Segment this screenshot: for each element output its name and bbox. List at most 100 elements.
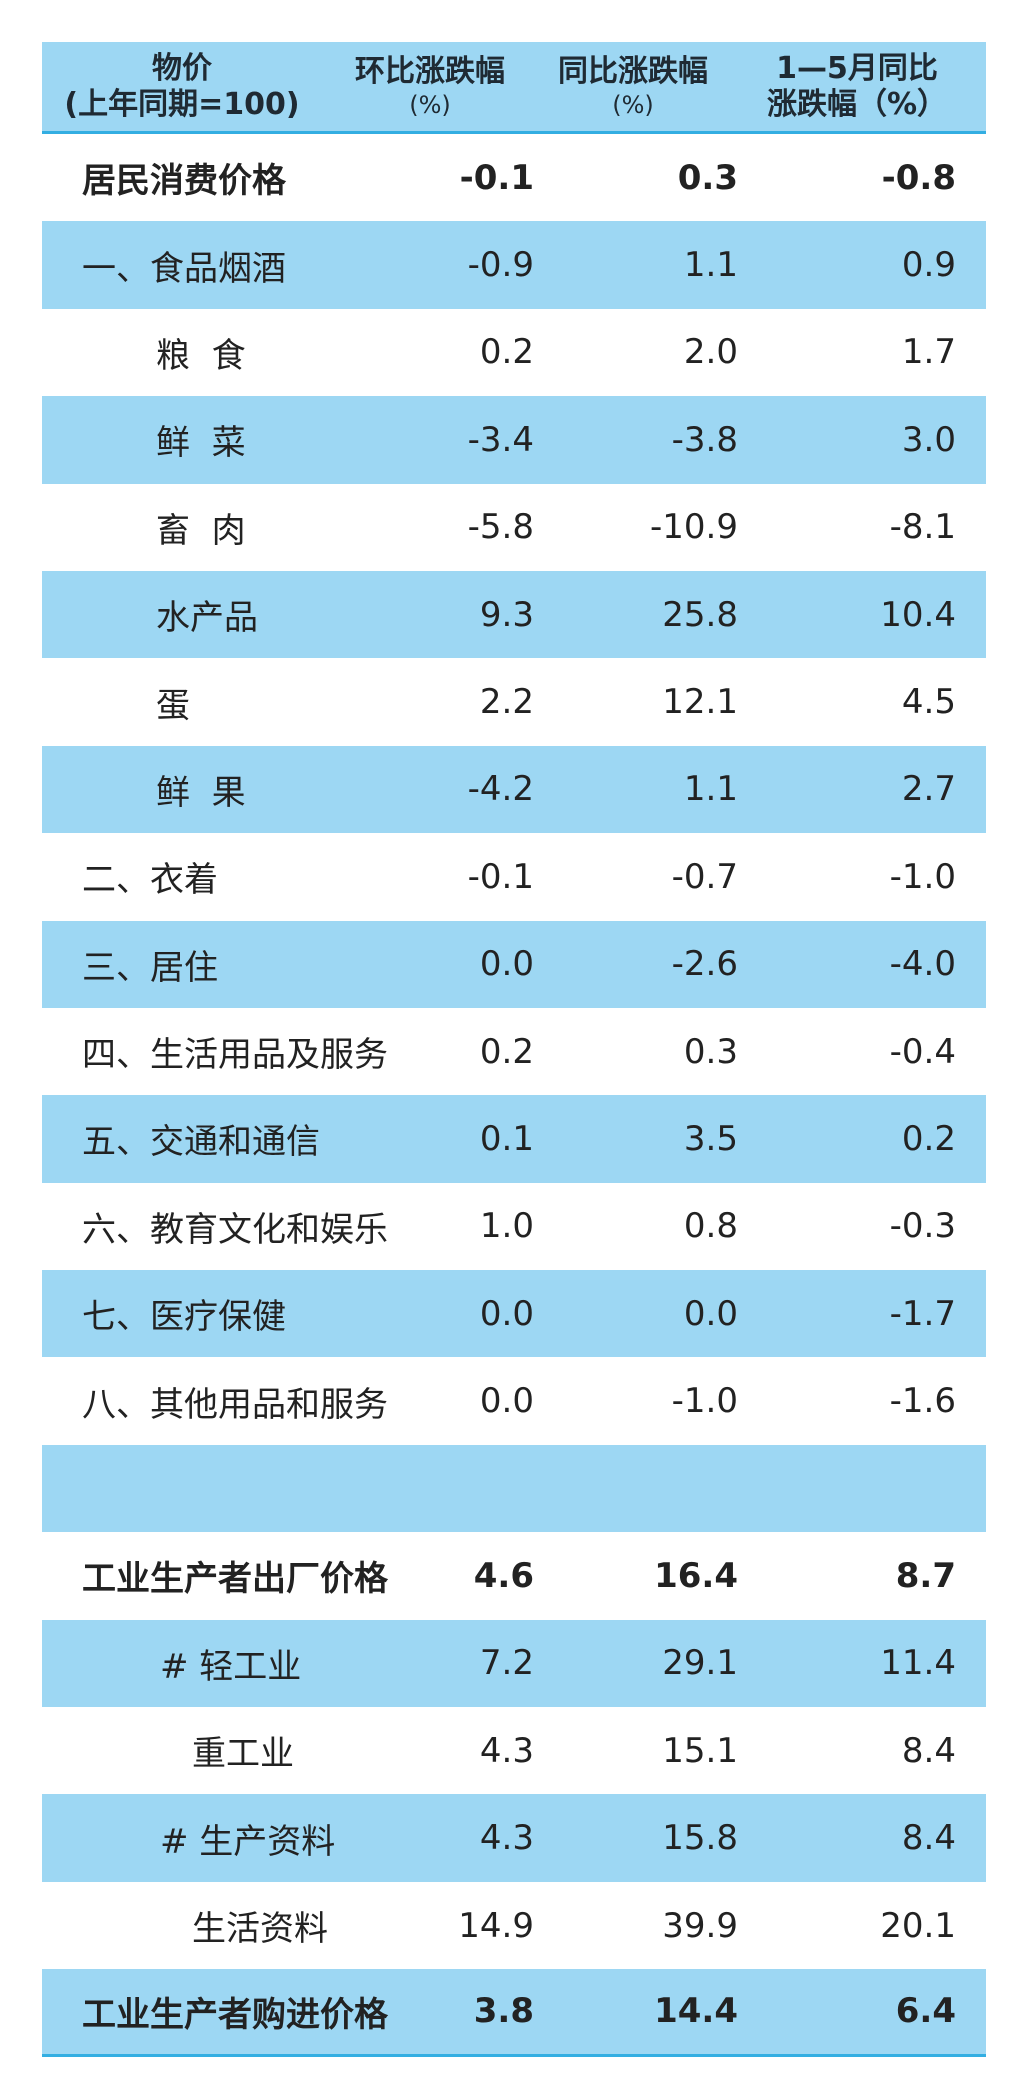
header-year-on-year: 同比涨跌幅 (%) <box>538 54 728 120</box>
row-yoy: 16.4 <box>654 1555 738 1596</box>
table-row: 七、医疗保健 0.0 0.0 -1.7 <box>42 1270 986 1358</box>
row-name: 五、交通和通信 <box>82 1122 320 1163</box>
row-cum: -8.1 <box>889 507 956 548</box>
row-mom: -3.4 <box>467 419 534 460</box>
row-cum: 20.1 <box>880 1905 956 1946</box>
row-name: 三、居住 <box>82 947 218 988</box>
row-name: 六、教育文化和娱乐 <box>82 1209 388 1250</box>
row-mom: 1.0 <box>479 1206 534 1247</box>
row-name: 鲜 果 <box>156 772 246 813</box>
row-mom: 2.2 <box>479 682 534 723</box>
row-yoy: -1.0 <box>671 1381 738 1422</box>
row-yoy: 2.0 <box>683 332 738 373</box>
row-mom: -0.9 <box>467 245 534 286</box>
row-yoy: 12.1 <box>662 682 738 723</box>
price-index-table: 物价 (上年同期=100) 环比涨跌幅 (%) 同比涨跌幅 (%) 1—5月同比… <box>42 42 986 2057</box>
row-cum: 8.4 <box>901 1730 956 1771</box>
table-row: 居民消费价格 -0.1 0.3 -0.8 <box>42 134 986 221</box>
row-yoy: 15.8 <box>662 1818 738 1859</box>
row-cum: 6.4 <box>895 1991 956 2032</box>
table-row: 生活资料 14.9 39.9 20.1 <box>42 1882 986 1969</box>
table-row: 鲜 果 -4.2 1.1 2.7 <box>42 745 986 834</box>
table-row: 三、居住 0.0 -2.6 -4.0 <box>42 920 986 1008</box>
row-cum: -0.4 <box>889 1031 956 1072</box>
row-yoy: -2.6 <box>671 944 738 985</box>
row-name: 居民消费价格 <box>82 161 286 202</box>
row-yoy: -0.7 <box>671 856 738 897</box>
row-mom: 14.9 <box>458 1905 534 1946</box>
header-cumulative: 1—5月同比 涨跌幅（%） <box>728 51 986 123</box>
table-row: 八、其他用品和服务 0.0 -1.0 -1.6 <box>42 1357 986 1444</box>
row-yoy: -3.8 <box>671 419 738 460</box>
row-yoy: 14.4 <box>654 1991 738 2032</box>
row-cum: 11.4 <box>880 1643 956 1684</box>
table-row: 二、衣着 -0.1 -0.7 -1.0 <box>42 833 986 920</box>
row-cum: 2.7 <box>901 769 956 810</box>
table-row: 畜 肉 -5.8 -10.9 -8.1 <box>42 484 986 571</box>
header-year-on-year-unit: (%) <box>612 90 654 119</box>
row-mom: -0.1 <box>459 157 534 198</box>
row-yoy: 25.8 <box>662 594 738 635</box>
table-row: 四、生活用品及服务 0.2 0.3 -0.4 <box>42 1008 986 1095</box>
table-row: 六、教育文化和娱乐 1.0 0.8 -0.3 <box>42 1183 986 1270</box>
row-yoy: 1.1 <box>683 769 738 810</box>
row-mom: 0.0 <box>479 944 534 985</box>
table-row: 一、食品烟酒 -0.9 1.1 0.9 <box>42 221 986 309</box>
row-name: # 生产资料 <box>160 1821 336 1862</box>
row-cum: 0.9 <box>901 245 956 286</box>
row-mom: 0.0 <box>479 1381 534 1422</box>
row-name: 二、衣着 <box>82 860 218 901</box>
row-mom: 0.2 <box>479 332 534 373</box>
row-name: 一、食品烟酒 <box>82 248 286 289</box>
row-name: 生活资料 <box>192 1909 328 1949</box>
row-cum: -4.0 <box>889 944 956 985</box>
table-header: 物价 (上年同期=100) 环比涨跌幅 (%) 同比涨跌幅 (%) 1—5月同比… <box>42 42 986 134</box>
row-yoy: 0.3 <box>677 157 738 198</box>
row-cum: 8.7 <box>895 1555 956 1596</box>
table-row: 蛋 2.2 12.1 4.5 <box>42 658 986 745</box>
table-row: 工业生产者出厂价格 4.6 16.4 8.7 <box>42 1532 986 1619</box>
row-yoy: 3.5 <box>683 1118 738 1159</box>
row-yoy: 1.1 <box>683 245 738 286</box>
row-name: 重工业 <box>192 1734 294 1775</box>
header-price-item: 物价 (上年同期=100) <box>42 51 322 123</box>
row-yoy: 39.9 <box>662 1905 738 1946</box>
row-cum: -1.0 <box>889 856 956 897</box>
row-cum: -1.7 <box>889 1293 956 1334</box>
header-year-on-year-label: 同比涨跌幅 <box>558 53 708 89</box>
header-cumulative-sub: 涨跌幅（%） <box>766 86 948 122</box>
table-row: 工业生产者购进价格 3.8 14.4 6.4 <box>42 1969 986 2057</box>
row-name: 粮 食 <box>156 335 246 376</box>
row-mom: -5.8 <box>467 507 534 548</box>
row-mom: 0.1 <box>479 1118 534 1159</box>
row-name: 八、其他用品和服务 <box>82 1384 388 1425</box>
row-cum: -0.3 <box>889 1206 956 1247</box>
row-cum: 1.7 <box>901 332 956 373</box>
row-yoy: 0.3 <box>683 1031 738 1072</box>
header-price-item-sub: (上年同期=100) <box>64 86 300 122</box>
row-yoy: 29.1 <box>662 1643 738 1684</box>
row-mom: 4.3 <box>479 1730 534 1771</box>
row-yoy: 0.0 <box>683 1293 738 1334</box>
row-cum: 4.5 <box>901 682 956 723</box>
table-row: # 生产资料 4.3 15.8 8.4 <box>42 1794 986 1882</box>
header-month-on-month-unit: (%) <box>409 90 451 119</box>
row-name: 水产品 <box>156 598 258 639</box>
spacer-row <box>42 1444 986 1533</box>
table-row: 重工业 4.3 15.1 8.4 <box>42 1707 986 1794</box>
table-row: 水产品 9.3 25.8 10.4 <box>42 570 986 659</box>
table-row: # 轻工业 7.2 29.1 11.4 <box>42 1619 986 1708</box>
row-mom: 7.2 <box>479 1643 534 1684</box>
row-mom: 4.6 <box>473 1555 534 1596</box>
row-cum: 0.2 <box>901 1118 956 1159</box>
row-name: 工业生产者出厂价格 <box>82 1559 388 1600</box>
table-row: 粮 食 0.2 2.0 1.7 <box>42 309 986 396</box>
header-month-on-month: 环比涨跌幅 (%) <box>322 54 538 120</box>
row-mom: 0.0 <box>479 1293 534 1334</box>
row-mom: 9.3 <box>479 594 534 635</box>
row-name: 畜 肉 <box>156 510 246 551</box>
row-cum: 3.0 <box>901 419 956 460</box>
row-name: 七、医疗保健 <box>82 1297 286 1338</box>
row-cum: 8.4 <box>901 1818 956 1859</box>
row-yoy: 0.8 <box>683 1206 738 1247</box>
